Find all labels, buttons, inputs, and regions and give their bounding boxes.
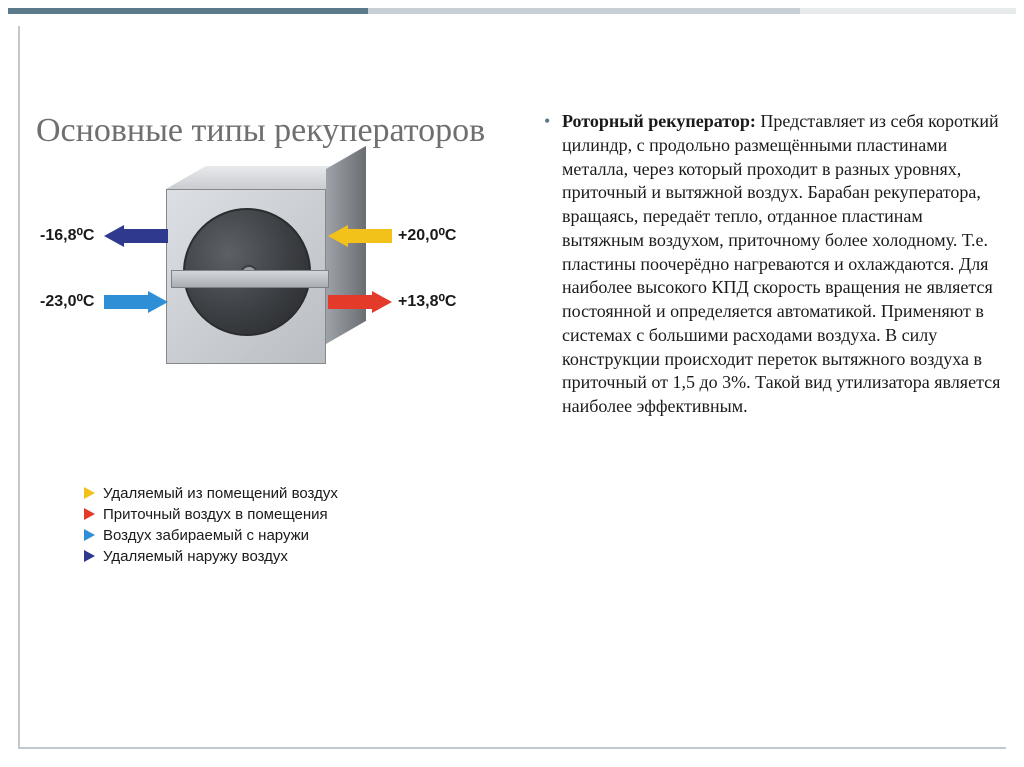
right-column: Роторный рекуператор: Представляет из се… bbox=[544, 110, 1006, 739]
legend-item: Приточный воздух в помещения bbox=[84, 506, 516, 523]
temp-label-top-left: -16,8⁰C bbox=[40, 225, 94, 245]
recuperator-diagram: -16,8⁰C -23,0⁰C +20,0⁰C +13,8⁰C bbox=[36, 179, 476, 439]
legend-label: Воздух забираемый с наружи bbox=[103, 527, 309, 544]
slide-bottom-rule bbox=[18, 747, 1006, 749]
slide-title: Основные типы рекуператоров bbox=[36, 110, 516, 153]
legend-item: Удаляемый наружу воздух bbox=[84, 548, 516, 565]
legend-label: Приточный воздух в помещения bbox=[103, 506, 328, 523]
recuperator-3d-box bbox=[166, 189, 356, 379]
arrow-exhaust-in bbox=[328, 225, 392, 247]
body-bullet: Роторный рекуператор: Представляет из се… bbox=[544, 110, 1006, 419]
legend-item: Воздух забираемый с наружи bbox=[84, 527, 516, 544]
arrow-supply-room bbox=[328, 291, 392, 313]
diagram-legend: Удаляемый из помещений воздух Приточный … bbox=[36, 485, 516, 565]
temp-label-bot-right: +13,8⁰C bbox=[398, 291, 456, 311]
legend-label: Удаляемый из помещений воздух bbox=[103, 485, 338, 502]
body-text: Представляет из себя короткий цилиндр, с… bbox=[562, 111, 1000, 416]
temp-label-top-right: +20,0⁰C bbox=[398, 225, 456, 245]
arrow-exhaust-out bbox=[104, 225, 168, 247]
left-column: Основные типы рекуператоров bbox=[36, 110, 516, 739]
legend-label: Удаляемый наружу воздух bbox=[103, 548, 288, 565]
slide-left-rule bbox=[18, 26, 20, 749]
arrow-intake-outside bbox=[104, 291, 168, 313]
divider-bar bbox=[171, 270, 329, 288]
slide-top-accent bbox=[8, 8, 1016, 14]
temp-label-bot-left: -23,0⁰C bbox=[40, 291, 94, 311]
legend-item: Удаляемый из помещений воздух bbox=[84, 485, 516, 502]
slide-content: Основные типы рекуператоров bbox=[36, 110, 1006, 739]
body-heading: Роторный рекуператор: bbox=[562, 111, 756, 131]
